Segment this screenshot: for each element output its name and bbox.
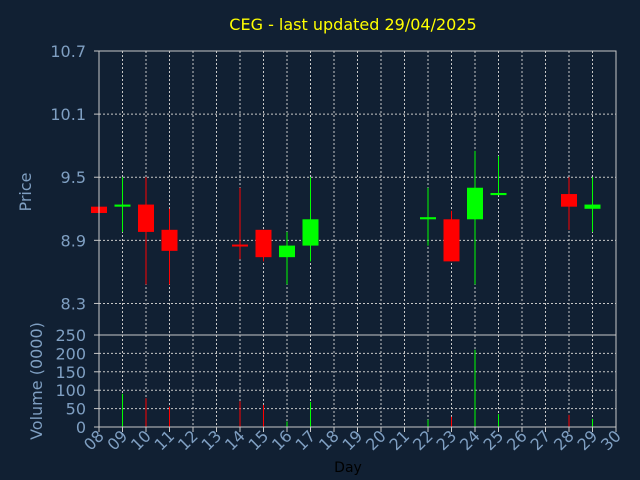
candle-body [232,244,248,247]
volume-bars [122,349,593,427]
candle-body [114,204,131,207]
price-tick-label: 9.5 [61,168,86,187]
price-grid [99,50,616,335]
volume-tick-label: 200 [55,344,86,363]
chart-title: CEG - last updated 29/04/2025 [229,15,476,34]
price-tick-label: 10.1 [50,105,86,124]
candle-body [279,245,295,258]
candle-body [420,217,436,220]
candle-body [161,229,178,251]
volume-tick-label: 100 [55,381,86,400]
volume-panel-frame [98,334,617,428]
price-axis-label: Price [16,172,35,211]
price-tick-label: 8.3 [61,294,86,313]
volume-tick-label: 250 [55,326,86,345]
volume-tick-label: 0 [76,418,86,437]
candle-body [561,194,577,207]
x-axis: 0809101112131415161718192021222324252627… [80,426,625,454]
candle-body [138,204,154,232]
price-axis: 8.3 8.9 9.5 10.1 10.7 [50,42,99,313]
candle-body [467,187,483,220]
price-tick-label: 8.9 [61,231,86,250]
volume-tick-label: 150 [55,363,86,382]
volume-axis-label: Volume (0000) [27,322,46,440]
x-tick-label: 30 [597,426,625,454]
candle-body [584,204,601,209]
candles [91,150,601,285]
candle-body [490,193,507,196]
price-tick-label: 10.7 [50,42,86,61]
volume-tick-label: 50 [66,400,86,419]
candle-body [255,229,272,258]
candle-body [302,219,319,246]
candle-body [443,219,460,262]
volume-grid [99,335,616,427]
x-axis-label: Day [334,460,362,476]
